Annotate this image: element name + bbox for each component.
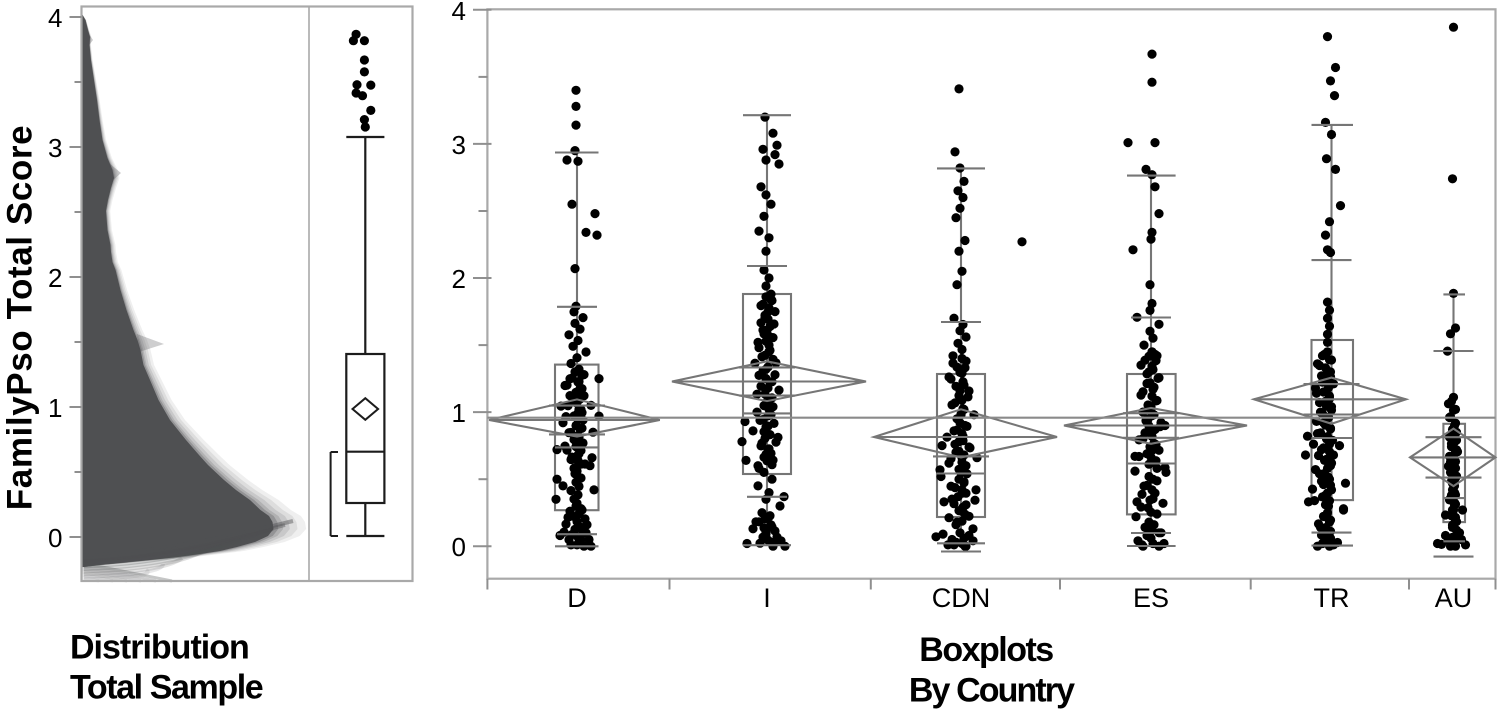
svg-text:FamilyPso Total Score: FamilyPso Total Score <box>1 125 40 510</box>
svg-text:Boxplots: Boxplots <box>919 631 1053 669</box>
svg-text:1: 1 <box>48 393 62 423</box>
svg-text:4: 4 <box>452 0 466 26</box>
svg-text:D: D <box>567 583 587 613</box>
svg-text:CDN: CDN <box>932 583 991 613</box>
svg-text:3: 3 <box>452 130 466 160</box>
svg-text:ES: ES <box>1133 583 1169 613</box>
svg-text:2: 2 <box>452 264 466 294</box>
svg-text:1: 1 <box>452 398 466 428</box>
svg-text:4: 4 <box>48 3 62 33</box>
svg-text:TR: TR <box>1314 583 1350 613</box>
svg-text:AU: AU <box>1435 583 1473 613</box>
svg-text:0: 0 <box>452 532 466 562</box>
svg-text:By Country: By Country <box>909 672 1075 709</box>
svg-text:Distribution: Distribution <box>70 628 249 666</box>
svg-text:I: I <box>763 583 771 613</box>
svg-text:Total Sample: Total Sample <box>70 669 263 707</box>
svg-text:0: 0 <box>48 523 62 553</box>
svg-text:3: 3 <box>48 133 62 163</box>
svg-text:2: 2 <box>48 263 62 293</box>
